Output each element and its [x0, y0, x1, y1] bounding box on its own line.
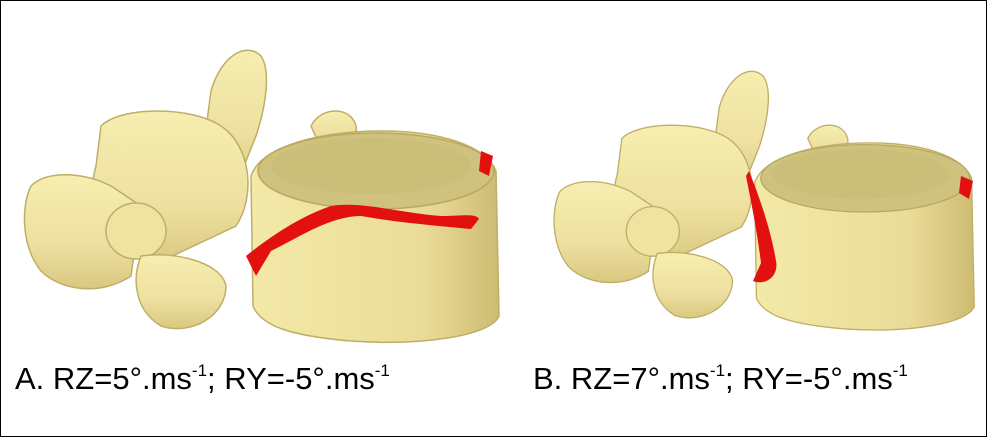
- vertebra: [554, 71, 974, 330]
- vertebra: [24, 50, 499, 342]
- caption: A. RZ=5°.ms-1; RY=-5°.ms-1: [15, 361, 390, 397]
- caption: B. RZ=7°.ms-1; RY=-5°.ms-1: [533, 361, 908, 397]
- superscript: -1: [893, 361, 908, 380]
- superscript: -1: [710, 361, 725, 380]
- caption-text: B. RZ=7°.ms: [533, 361, 710, 396]
- caption-text: A. RZ=5°.ms: [15, 361, 192, 396]
- superscript: -1: [192, 361, 207, 380]
- caption-text: ; RY=-5°.ms: [207, 361, 375, 396]
- caption-text: ; RY=-5°.ms: [725, 361, 893, 396]
- figure: A. RZ=5°.ms-1; RY=-5°.ms-1 B. RZ=7°.ms-1…: [0, 0, 987, 437]
- superscript: -1: [375, 361, 390, 380]
